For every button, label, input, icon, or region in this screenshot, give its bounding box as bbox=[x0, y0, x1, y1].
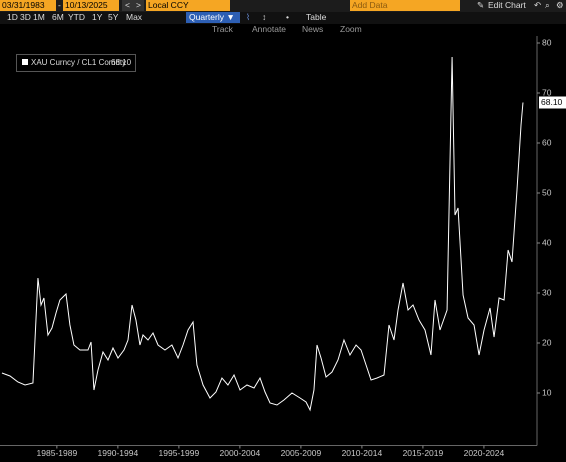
tool-button[interactable]: Annotate bbox=[252, 24, 287, 34]
y-tick-label: 70 bbox=[542, 87, 552, 97]
prev-button[interactable]: < bbox=[122, 0, 133, 11]
period-button[interactable]: Max bbox=[126, 12, 143, 22]
period-button[interactable]: YTD bbox=[68, 12, 85, 22]
legend-value: 68.10 bbox=[111, 58, 132, 67]
period-button[interactable]: 5Y bbox=[108, 12, 119, 22]
x-tick-label: 1995-1999 bbox=[159, 448, 200, 458]
tool-button[interactable]: Zoom bbox=[340, 24, 362, 34]
y-tick-label: 10 bbox=[542, 387, 552, 397]
settings-icon[interactable]: ⚙ bbox=[556, 0, 564, 10]
y-tick-label: 60 bbox=[542, 137, 552, 147]
chart-icon[interactable]: ⌇ bbox=[246, 12, 251, 22]
frequency-label: Quarterly bbox=[189, 12, 224, 22]
icon[interactable]: ↕ bbox=[262, 12, 267, 22]
start-date[interactable]: 03/31/1983 bbox=[0, 0, 56, 11]
period-button[interactable]: 1M bbox=[33, 12, 45, 22]
period-button[interactable]: 1Y bbox=[92, 12, 103, 22]
tool-button[interactable]: News bbox=[302, 24, 324, 34]
legend-swatch bbox=[22, 59, 28, 65]
chart: 10 20 30 40 50 60 70 80 1985-1989 1990-1994 1995-1… bbox=[0, 36, 566, 458]
x-tick-label: 2015-2019 bbox=[403, 448, 444, 458]
zoom-icon[interactable]: ⌕ bbox=[545, 0, 550, 10]
period-button[interactable]: 6M bbox=[52, 12, 64, 22]
tool-button[interactable]: Track bbox=[212, 24, 233, 34]
icon[interactable]: • bbox=[286, 12, 289, 22]
edit-icon: ✎ bbox=[477, 0, 485, 10]
x-tick-label: 2005-2009 bbox=[281, 448, 322, 458]
toolbar-row bbox=[0, 12, 566, 24]
line-series bbox=[1, 56, 524, 412]
x-tick-label: 2010-2014 bbox=[342, 448, 383, 458]
add-data[interactable]: Add Data bbox=[350, 0, 460, 11]
toolbar-row bbox=[0, 24, 566, 36]
legend-label: XAU Curncy / CL1 Comdty bbox=[31, 58, 127, 67]
y-tick-label: 30 bbox=[542, 287, 552, 297]
x-tick-label: 2020-2024 bbox=[464, 448, 505, 458]
frequency[interactable]: Quarterly ▼ bbox=[186, 12, 240, 23]
legend: XAU Curncy / CL1 Comdty 68.10 bbox=[16, 54, 136, 72]
period-button[interactable]: 1D bbox=[7, 12, 18, 22]
last-value-label: 68.10 bbox=[541, 97, 563, 107]
currency[interactable]: Local CCY bbox=[146, 0, 230, 11]
edit-chart[interactable]: Edit Chart bbox=[488, 0, 526, 10]
end-date[interactable]: 10/13/2025 bbox=[63, 0, 119, 11]
y-tick-label: 40 bbox=[542, 237, 552, 247]
next-button[interactable]: > bbox=[133, 0, 144, 11]
last-value-tag bbox=[539, 96, 566, 109]
x-tick-label: 1985-1989 bbox=[37, 448, 78, 458]
x-tick-label: 2000-2004 bbox=[220, 448, 261, 458]
y-tick-label: 20 bbox=[542, 337, 552, 347]
separator: - bbox=[58, 0, 61, 10]
period-button[interactable]: 3D bbox=[20, 12, 31, 22]
table-button[interactable]: Table bbox=[306, 12, 327, 22]
undo-icon[interactable]: ↶ bbox=[534, 0, 542, 10]
x-tick-label: 1990-1994 bbox=[98, 448, 139, 458]
y-tick-label: 50 bbox=[542, 187, 552, 197]
y-tick-label: 80 bbox=[542, 37, 552, 47]
